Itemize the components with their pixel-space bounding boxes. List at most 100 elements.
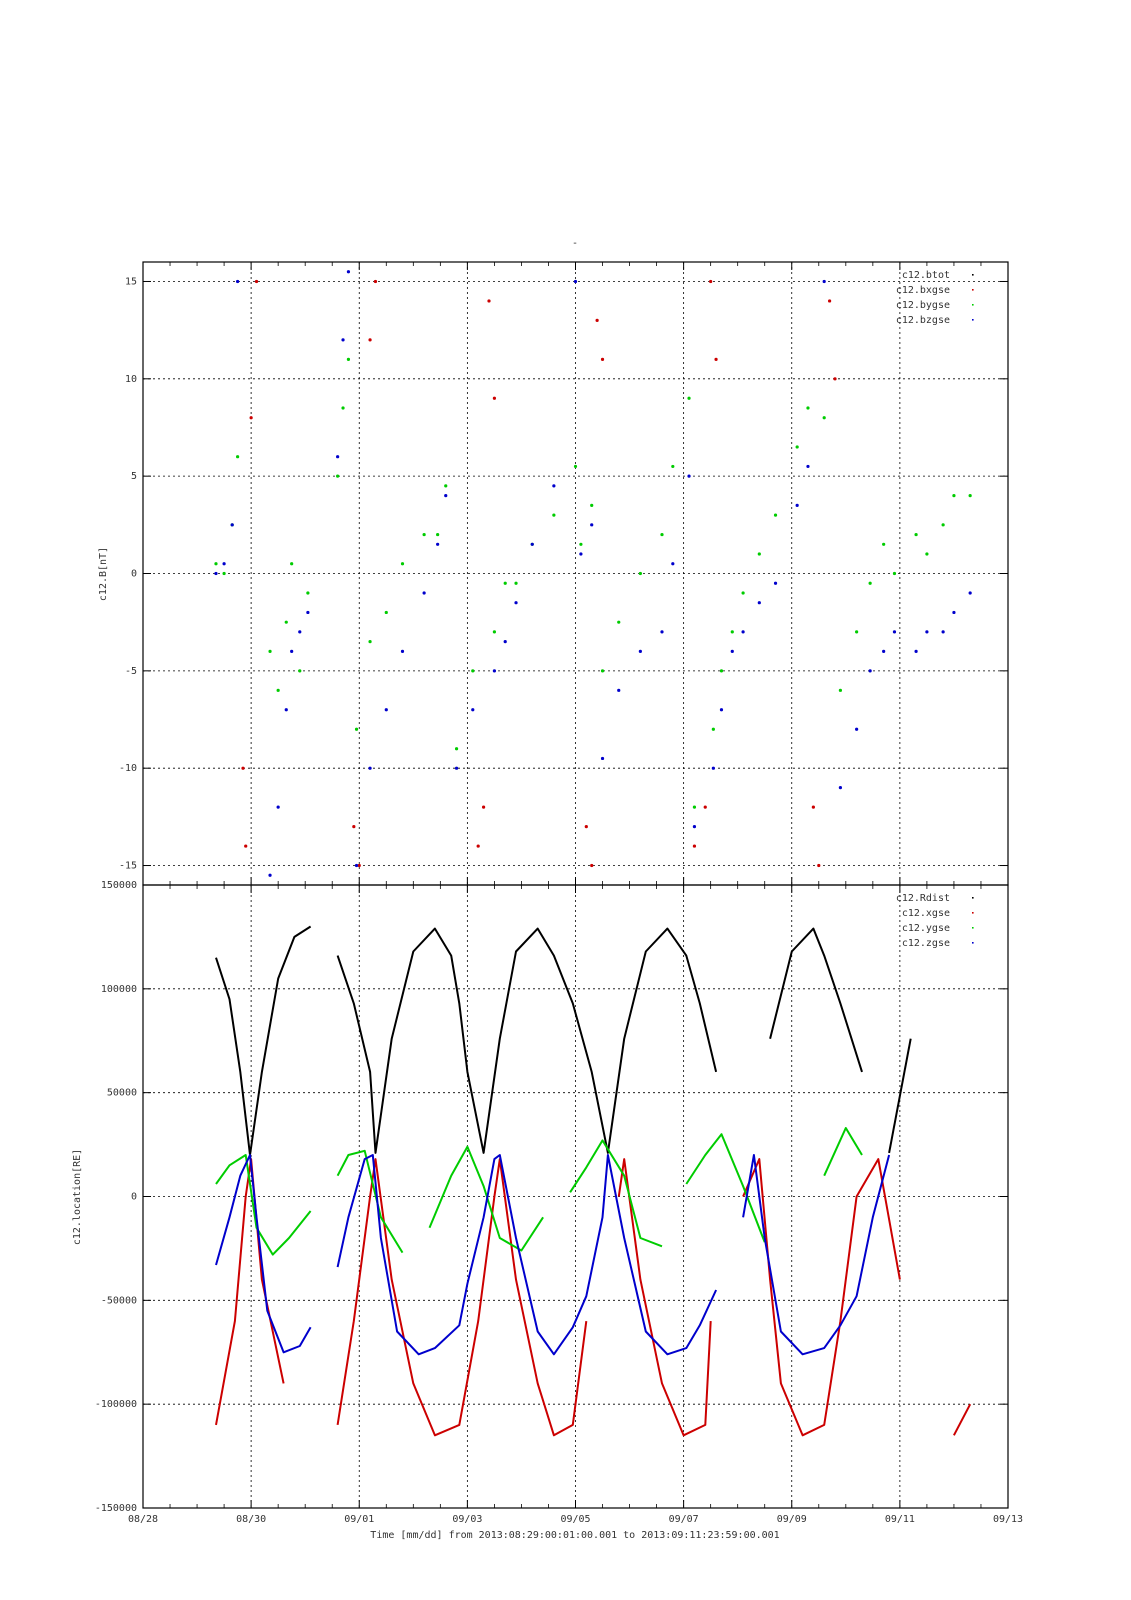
series-line-c12.zgse — [336, 1154, 718, 1356]
data-point-c12.bxgse — [368, 338, 372, 342]
data-point-c12.bxgse — [476, 844, 480, 848]
data-point-c12.bzgse — [868, 669, 872, 673]
data-point-c12.bygse — [384, 610, 388, 615]
data-point-c12.bygse — [341, 406, 345, 410]
data-point-c12.bzgse — [471, 708, 475, 712]
data-point-c12.bygse — [214, 562, 218, 566]
data-point-c12.bzgse — [882, 649, 886, 653]
data-point-c12.bygse — [236, 455, 240, 459]
data-point-c12.bzgse — [600, 756, 605, 761]
data-point-c12.bygse — [773, 513, 778, 517]
legend-marker — [972, 289, 974, 291]
series-line-c12.ygse — [685, 1133, 766, 1243]
data-point-c12.bzgse — [384, 708, 388, 712]
data-point-c12.bygse — [400, 562, 405, 566]
data-point-c12.bzgse — [552, 484, 556, 488]
data-point-c12.bxgse — [709, 279, 713, 284]
data-point-c12.bzgse — [236, 279, 240, 284]
data-point-c12.bygse — [806, 406, 810, 410]
legend-marker — [972, 942, 974, 944]
series-line-c12.xgse — [953, 1403, 972, 1436]
data-point-c12.bzgse — [806, 464, 810, 469]
legend-marker — [972, 319, 974, 321]
data-point-c12.bygse — [941, 523, 945, 527]
data-point-c12.bygse — [882, 542, 886, 546]
y-tick-label: 5 — [131, 471, 137, 482]
data-point-c12.bzgse — [822, 279, 826, 284]
data-point-c12.bygse — [968, 494, 972, 498]
series-line-c12.ygse — [823, 1127, 863, 1177]
series-line-c12.ygse — [428, 1145, 544, 1252]
data-point-c12.bxgse — [600, 357, 605, 361]
series-line-c12.Rdist — [215, 925, 312, 1156]
data-point-c12.bzgse — [855, 727, 859, 731]
x-tick-label: 09/09 — [777, 1514, 807, 1525]
data-point-c12.bzgse — [298, 630, 302, 634]
data-point-c12.bygse — [471, 669, 475, 673]
panel-b-field-ylabel: c12.B[nT] — [98, 547, 109, 601]
series-line-c12.zgse — [742, 1154, 891, 1356]
data-point-c12.bygse — [552, 513, 556, 517]
data-point-c12.bxgse — [595, 318, 599, 323]
data-point-c12.bzgse — [503, 640, 507, 644]
data-point-c12.bzgse — [892, 630, 897, 634]
data-point-c12.bxgse — [487, 299, 491, 303]
data-point-c12.bxgse — [492, 396, 497, 400]
legend-marker — [972, 897, 974, 899]
data-point-c12.bygse — [952, 494, 956, 498]
data-point-c12.bygse — [354, 727, 359, 731]
data-point-c12.bxgse — [352, 824, 356, 829]
data-point-c12.bzgse — [346, 270, 351, 274]
data-point-c12.bzgse — [422, 591, 426, 595]
data-point-c12.bygse — [268, 649, 272, 653]
data-point-c12.bzgse — [284, 708, 288, 712]
data-point-c12.bygse — [795, 445, 799, 449]
x-tick-label: 09/03 — [452, 1514, 482, 1525]
data-point-c12.bygse — [284, 620, 288, 624]
data-point-c12.bzgse — [336, 455, 340, 459]
data-point-c12.bygse — [444, 484, 448, 488]
panel-location: 150000 100000 50000 0 -50000 -100000 -150000 c… — [72, 880, 1009, 1514]
y-tick-label: 15 — [125, 276, 137, 287]
data-point-c12.bygse — [600, 669, 605, 673]
data-point-c12.bygse — [306, 591, 310, 595]
data-point-c12.bxgse — [827, 299, 832, 303]
data-point-c12.bzgse — [773, 581, 778, 585]
data-point-c12.bzgse — [590, 523, 594, 527]
data-point-c12.bzgse — [692, 824, 697, 829]
data-point-c12.bxgse — [811, 805, 815, 809]
data-point-c12.bygse — [757, 552, 761, 556]
y-tick-label: -10 — [119, 763, 137, 774]
x-tick-label: 09/07 — [669, 1514, 699, 1525]
y-tick-label: -50000 — [101, 1295, 137, 1306]
data-point-c12.bygse — [298, 669, 302, 673]
y-tick-label: -150000 — [95, 1503, 137, 1514]
data-point-c12.bygse — [692, 805, 697, 809]
y-tick-label: 150000 — [101, 880, 137, 891]
data-point-c12.bzgse — [444, 494, 448, 498]
series-line-c12.xgse — [617, 1158, 712, 1437]
data-point-c12.bygse — [687, 396, 691, 400]
data-point-c12.bxgse — [249, 416, 253, 420]
data-point-c12.bzgse — [730, 649, 734, 653]
series-line-c12.xgse — [742, 1158, 901, 1437]
panel-location-ylabel: c12.location[RE] — [72, 1149, 83, 1245]
data-point-c12.bxgse — [254, 279, 259, 284]
data-point-c12.bzgse — [952, 610, 956, 615]
series-line-c12.Rdist — [336, 927, 718, 1154]
data-point-c12.bxgse — [714, 357, 718, 361]
x-axis: 08/28 08/30 09/01 09/03 09/05 09/07 09/09 09/11… — [128, 262, 1023, 1525]
data-point-c12.bygse — [719, 669, 724, 673]
series-line-c12.Rdist — [888, 1038, 912, 1154]
y-tick-label: 0 — [131, 569, 137, 580]
data-point-c12.bxgse — [833, 377, 837, 381]
legend-label: c12.xgse — [902, 908, 950, 919]
data-point-c12.bygse — [671, 464, 675, 469]
data-point-c12.bygse — [368, 640, 372, 644]
data-point-c12.bygse — [336, 474, 340, 478]
series-line-c12.Rdist — [769, 927, 863, 1073]
data-point-c12.bzgse — [530, 542, 534, 546]
data-point-c12.bygse — [492, 630, 497, 634]
data-point-c12.bzgse — [306, 610, 310, 615]
